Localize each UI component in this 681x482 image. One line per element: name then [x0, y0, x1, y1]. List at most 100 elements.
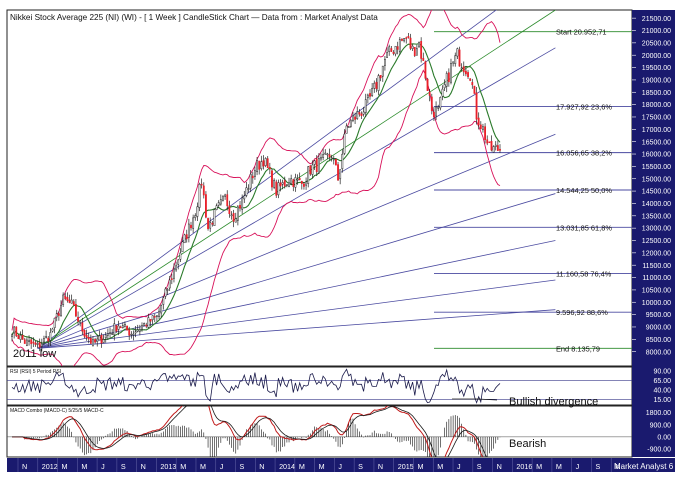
candle-body: [403, 38, 406, 42]
y-tick-label: 16000.00: [642, 152, 671, 159]
x-tick-label: J: [220, 462, 224, 471]
bottom-axis: [7, 458, 675, 472]
y-tick-label: 18000.00: [642, 102, 671, 109]
candle-body: [187, 223, 190, 238]
candle-body: [369, 93, 371, 97]
candle-body: [454, 55, 457, 65]
candle-body: [207, 218, 209, 229]
candle-body: [117, 325, 120, 330]
candle-body: [486, 139, 489, 144]
candle-body: [467, 72, 469, 78]
x-tick-label: M: [180, 462, 186, 471]
candle-body: [102, 339, 105, 343]
candle-body: [384, 58, 386, 66]
rsi-tick-label: 15.00: [653, 397, 671, 404]
candle-body: [53, 317, 56, 329]
candle-body: [30, 339, 33, 345]
candle-body: [145, 324, 148, 327]
candle-body: [464, 70, 467, 75]
candle-body: [294, 177, 297, 188]
candle-body: [424, 61, 427, 79]
candle-body: [392, 52, 395, 54]
x-tick-label: N: [259, 462, 264, 471]
candle-body: [151, 315, 154, 321]
y-tick-label: 18500.00: [642, 90, 671, 97]
candle-body: [339, 169, 342, 180]
fib-level-label: 11.160,58 76,4%: [556, 270, 612, 279]
candle-body: [77, 316, 79, 322]
y-tick-label: 21500.00: [642, 16, 671, 23]
candle-body: [445, 73, 448, 87]
macd-tick-label: 1800.00: [646, 410, 671, 417]
candle-body: [113, 323, 116, 336]
candle-body: [40, 343, 43, 347]
candle-body: [79, 320, 82, 323]
macd-tick-label: 0.00: [657, 434, 671, 441]
candle-body: [87, 336, 90, 340]
candle-body: [141, 325, 143, 330]
y-tick-label: 8000.00: [646, 349, 671, 356]
rsi-line: [11, 368, 501, 404]
candle-body: [275, 181, 278, 196]
candle-body: [183, 234, 186, 244]
candle-body: [254, 170, 256, 177]
candle-body: [232, 213, 235, 222]
x-tick-label: M: [417, 462, 423, 471]
candle-body: [484, 126, 486, 140]
fib-level-label: 13.031,85 61,8%: [556, 223, 612, 232]
candle-body: [162, 297, 165, 305]
x-tick-label: N: [141, 462, 146, 471]
candle-body: [362, 111, 365, 115]
candle-body: [32, 341, 35, 344]
macd-signal-line: [12, 406, 488, 457]
candle-body: [215, 205, 218, 210]
candle-body: [228, 205, 231, 214]
candle-body: [443, 84, 446, 89]
macd-tick-label: 900.00: [650, 422, 672, 429]
candle-body: [70, 299, 73, 304]
candle-body: [373, 82, 376, 89]
divergence-line: [452, 398, 498, 401]
candle-body: [45, 336, 48, 338]
x-tick-label: 2012: [42, 462, 58, 471]
candle-body: [109, 332, 111, 335]
candle-body: [247, 188, 250, 190]
candle-body: [354, 116, 356, 120]
candle-body: [72, 301, 75, 306]
candle-body: [298, 177, 301, 181]
x-tick-label: S: [121, 462, 126, 471]
y-tick-label: 10000.00: [642, 300, 671, 307]
fib-level-label: Start 20.952,71: [556, 28, 607, 37]
bollinger-upper: [11, 10, 501, 331]
candle-body: [307, 166, 310, 184]
candle-body: [241, 197, 244, 210]
candle-body: [490, 140, 493, 151]
candle-body: [138, 328, 141, 332]
candle-body: [271, 170, 273, 188]
fib-level-label: 16.056,65 38,2%: [556, 149, 612, 158]
x-tick-label: S: [595, 462, 600, 471]
y-tick-label: 21000.00: [642, 28, 671, 35]
candle-body: [313, 160, 316, 165]
y-tick-label: 9500.00: [646, 312, 671, 319]
y-tick-label: 15000.00: [642, 176, 671, 183]
candle-body: [366, 94, 369, 99]
candle-body: [322, 154, 325, 158]
candle-body: [437, 106, 440, 109]
y-tick-label: 15500.00: [642, 164, 671, 171]
candle-body: [106, 333, 109, 336]
candle-body: [119, 326, 122, 329]
candle-body: [386, 52, 388, 58]
candle-body: [494, 144, 497, 148]
y-tick-label: 19500.00: [642, 65, 671, 72]
y-tick-label: 8500.00: [646, 337, 671, 344]
candle-body: [75, 304, 77, 317]
candle-body: [364, 99, 367, 113]
x-tick-label: N: [22, 462, 27, 471]
x-tick-label: M: [556, 462, 562, 471]
fib-level-label: 9.596,92 88,6%: [556, 308, 608, 317]
candle-body: [66, 297, 69, 301]
candle-body: [98, 335, 101, 341]
fan-line: [37, 10, 497, 349]
fib-level-label: 17.927,92 23,6%: [556, 102, 612, 111]
